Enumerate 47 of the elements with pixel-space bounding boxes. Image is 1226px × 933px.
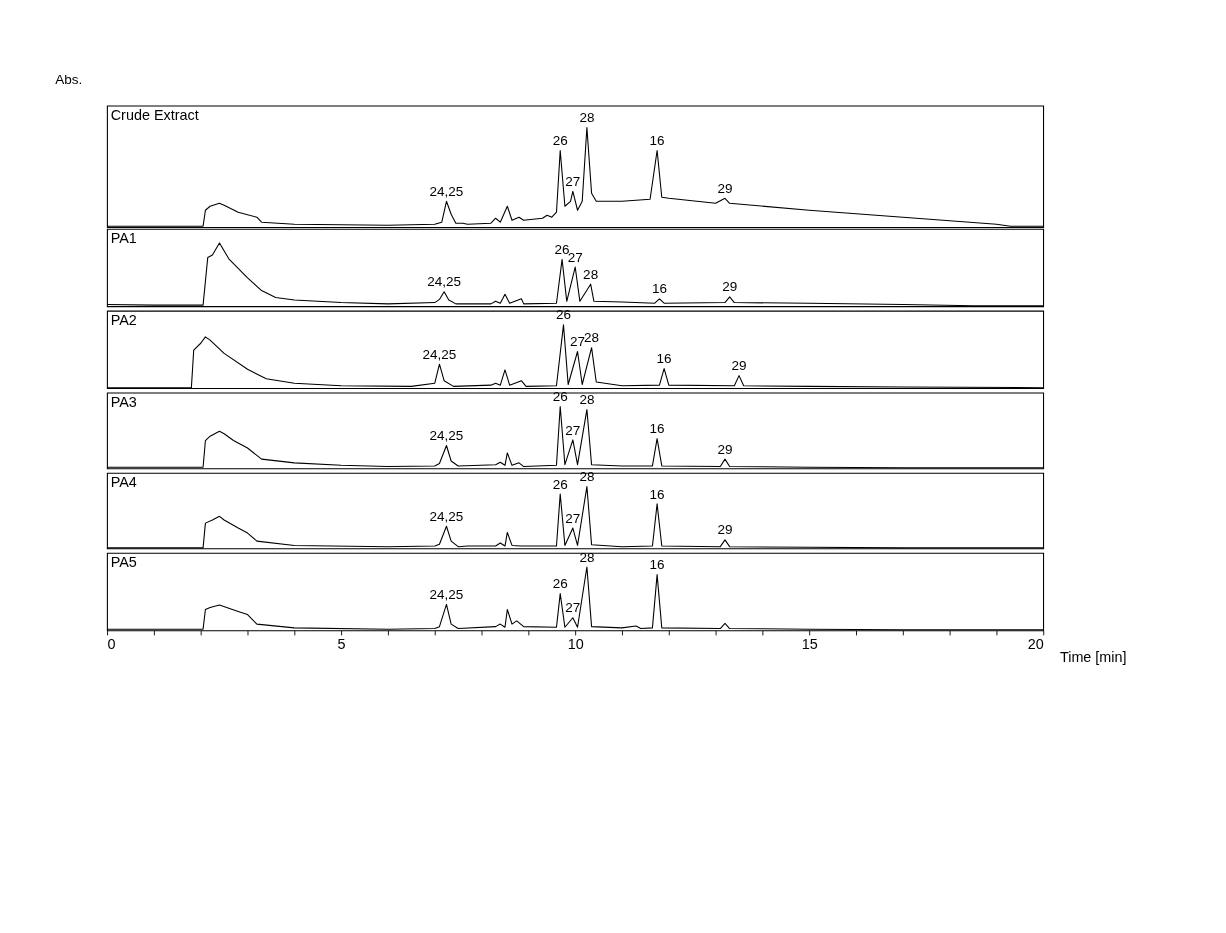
annotation: 24,25 (429, 587, 464, 603)
annotation: 27 (565, 173, 581, 189)
annotation: 24,25 (427, 274, 462, 290)
annotation: 26 (552, 476, 568, 492)
annotation: 29 (731, 358, 747, 374)
annotation: 26 (552, 133, 568, 149)
annotation: 28 (579, 549, 595, 565)
annotation: 27 (565, 600, 581, 616)
chart-title: Crude Extract (110, 107, 199, 124)
annotation: 28 (583, 266, 599, 282)
annotation: 24,25 (422, 346, 457, 362)
x-tick-label: 5 (337, 635, 346, 652)
annotation: 27 (565, 422, 581, 438)
annotation: 29 (722, 279, 738, 295)
chart-title: PA2 (110, 312, 137, 329)
x-tick-label: 20 (1027, 635, 1044, 652)
chart-title: PA5 (110, 554, 137, 571)
x-tick-label: 15 (801, 635, 818, 652)
annotation: 28 (579, 110, 595, 126)
annotation: 28 (579, 469, 595, 485)
x-axis-title: Time [min] (1059, 649, 1127, 666)
annotation: 16 (651, 281, 667, 297)
annotation: 24,25 (429, 508, 464, 524)
annotation: 16 (649, 557, 665, 573)
annotation: 29 (717, 441, 733, 457)
annotation: 16 (649, 133, 665, 149)
annotation: 27 (565, 510, 581, 526)
annotation: 27 (570, 334, 586, 350)
annotation: 24,25 (429, 183, 464, 199)
annotation: 28 (579, 392, 595, 408)
annotation: 26 (552, 576, 568, 592)
annotation: 26 (552, 389, 568, 405)
x-tick-label: 0 (107, 635, 116, 652)
y-axis-title: Abs. (55, 71, 83, 87)
annotation: 26 (554, 242, 570, 258)
chart-title: PA4 (110, 474, 137, 491)
chart-title: PA3 (110, 394, 137, 411)
annotation: 29 (717, 522, 733, 538)
annotation: 24,25 (429, 428, 464, 444)
annotation: 29 (717, 180, 733, 196)
annotation: 26 (555, 307, 572, 323)
chart-title: PA1 (110, 230, 137, 247)
annotation: 16 (649, 486, 665, 502)
annotation: 16 (656, 351, 672, 367)
x-tick-label: 10 (567, 635, 584, 652)
annotation: 28 (584, 330, 600, 346)
annotation: 16 (649, 421, 665, 437)
